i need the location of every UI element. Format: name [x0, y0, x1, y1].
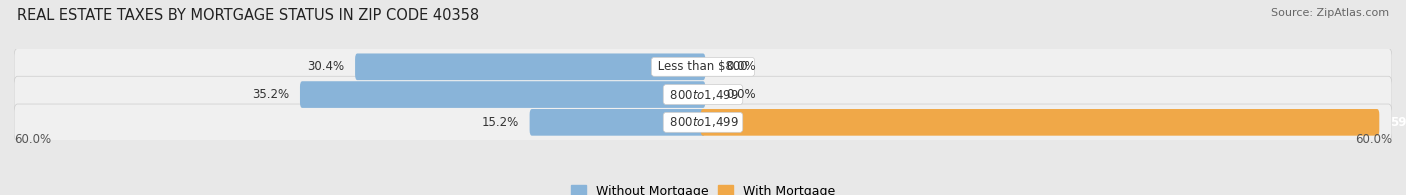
Text: 35.2%: 35.2% — [253, 88, 290, 101]
Text: 0.0%: 0.0% — [725, 60, 755, 73]
Text: Less than $800: Less than $800 — [654, 60, 752, 73]
FancyBboxPatch shape — [14, 49, 1392, 85]
Text: 30.4%: 30.4% — [308, 60, 344, 73]
Text: Source: ZipAtlas.com: Source: ZipAtlas.com — [1271, 8, 1389, 18]
Text: $800 to $1,499: $800 to $1,499 — [666, 115, 740, 129]
Text: 60.0%: 60.0% — [1355, 133, 1392, 146]
FancyBboxPatch shape — [14, 104, 1392, 141]
Text: $800 to $1,499: $800 to $1,499 — [666, 88, 740, 102]
Legend: Without Mortgage, With Mortgage: Without Mortgage, With Mortgage — [565, 180, 841, 195]
FancyBboxPatch shape — [14, 76, 1392, 113]
Text: 59.0%: 59.0% — [1389, 116, 1406, 129]
Text: 0.0%: 0.0% — [725, 88, 755, 101]
FancyBboxPatch shape — [299, 81, 706, 108]
Text: REAL ESTATE TAXES BY MORTGAGE STATUS IN ZIP CODE 40358: REAL ESTATE TAXES BY MORTGAGE STATUS IN … — [17, 8, 479, 23]
FancyBboxPatch shape — [356, 53, 706, 80]
Text: 60.0%: 60.0% — [14, 133, 51, 146]
Text: 15.2%: 15.2% — [482, 116, 519, 129]
FancyBboxPatch shape — [530, 109, 706, 136]
FancyBboxPatch shape — [700, 109, 1379, 136]
